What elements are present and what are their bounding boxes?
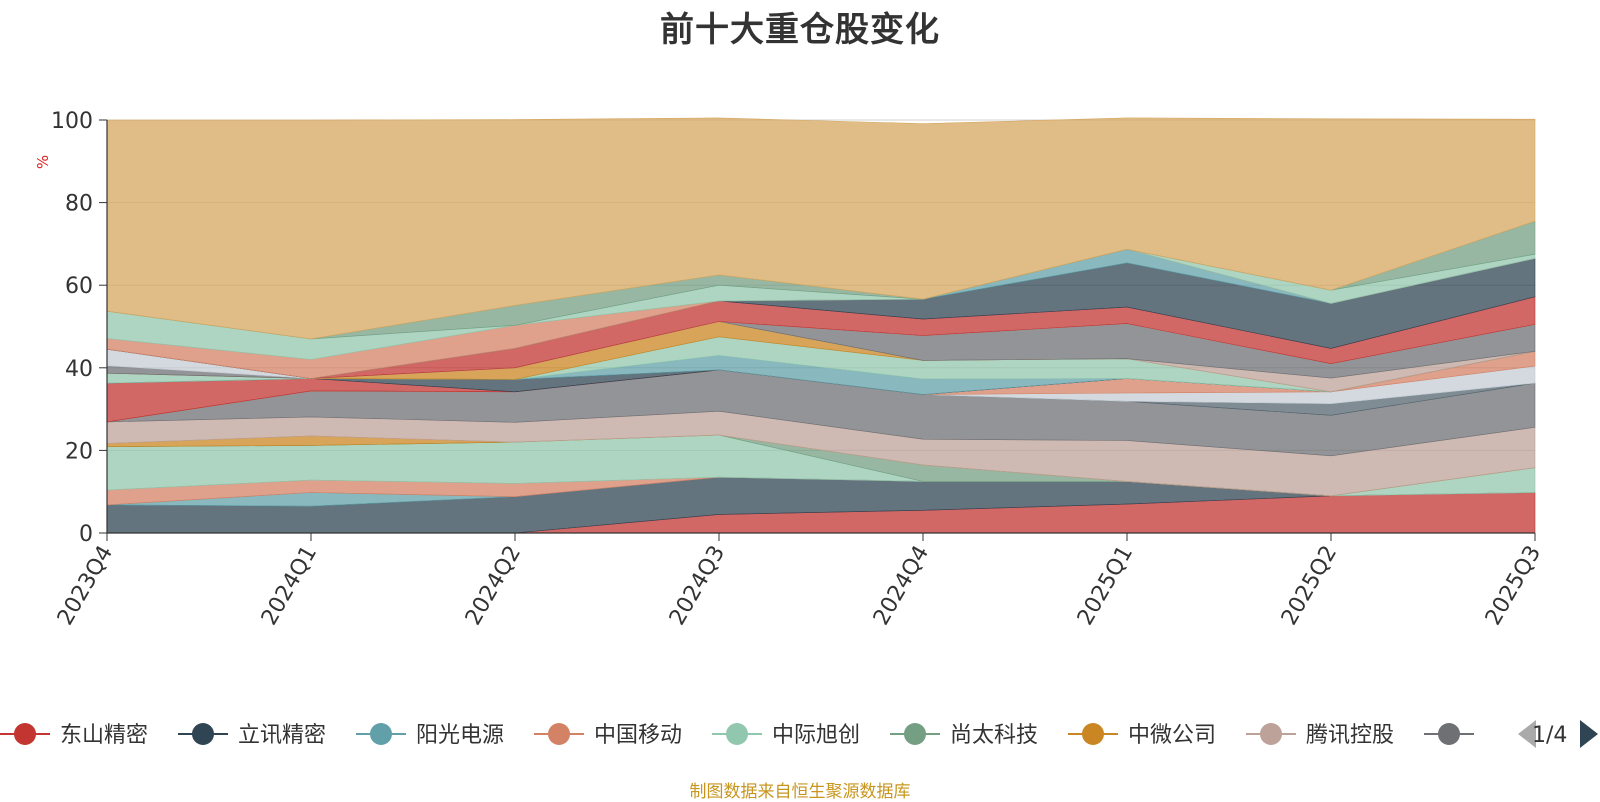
legend-circle-icon: [1438, 723, 1460, 745]
legend-circle-icon: [1260, 723, 1282, 745]
chart-title: 前十大重仓股变化: [660, 10, 940, 50]
legend-item[interactable]: 尚太科技: [890, 723, 1038, 748]
legend-circle-icon: [192, 723, 214, 745]
legend-label: 中微公司: [1128, 723, 1216, 748]
legend-circle-icon: [726, 723, 748, 745]
legend-item[interactable]: 腾讯控股: [1246, 723, 1394, 748]
legend: 东山精密 立讯精密 阳光电源 中国移动 中际旭创 尚太科技 中微公司 腾讯控股 小米集团-W1/…: [0, 720, 1600, 748]
legend-item[interactable]: 阳光电源: [356, 723, 504, 748]
legend-label: 尚太科技: [950, 723, 1038, 748]
legend-circle-icon: [14, 723, 36, 745]
y-tick-label: 0: [79, 522, 93, 547]
legend-item[interactable]: 立讯精密: [178, 723, 326, 748]
x-tick-label: 2024Q4: [869, 542, 934, 630]
area-其他: [106, 117, 1536, 340]
legend-item[interactable]: 中微公司: [1068, 723, 1216, 748]
legend-circle-icon: [904, 723, 926, 745]
legend-circle-icon: [1082, 723, 1104, 745]
legend-item[interactable]: 小米集团-W: [1424, 723, 1600, 748]
prev-page-icon[interactable]: [1518, 720, 1536, 748]
legend-label: 东山精密: [60, 723, 148, 748]
data-source-note: 制图数据来自恒生聚源数据库: [689, 782, 911, 802]
next-page-icon[interactable]: [1580, 720, 1598, 748]
y-tick-label: 80: [65, 192, 93, 217]
legend-page-indicator: 1/4: [1532, 723, 1567, 748]
y-tick-label: 20: [65, 439, 93, 464]
legend-label: 腾讯控股: [1306, 723, 1394, 748]
legend-item[interactable]: 东山精密: [0, 723, 148, 748]
x-tick-label: 2024Q1: [257, 542, 322, 630]
y-tick-label: 100: [51, 109, 93, 134]
legend-label: 中国移动: [594, 723, 682, 748]
x-tick-label: 2024Q3: [665, 542, 730, 630]
x-tick-label: 2023Q4: [53, 542, 118, 630]
x-tick-label: 2025Q1: [1073, 542, 1138, 630]
x-tick-label: 2025Q2: [1277, 542, 1342, 630]
legend-items: 东山精密 立讯精密 阳光电源 中国移动 中际旭创 尚太科技 中微公司 腾讯控股 小米集团-W: [0, 723, 1600, 748]
y-axis-label: %: [34, 155, 52, 169]
x-tick-label: 2024Q2: [461, 542, 526, 630]
legend-circle-icon: [370, 723, 392, 745]
legend-label: 中际旭创: [772, 723, 860, 748]
y-tick-label: 60: [65, 274, 93, 299]
legend-item[interactable]: 中国移动: [534, 723, 682, 748]
legend-label: 立讯精密: [238, 723, 326, 748]
legend-item[interactable]: 中际旭创: [712, 723, 860, 748]
y-tick-label: 40: [65, 357, 93, 382]
stacked-areas: [106, 117, 1536, 534]
legend-circle-icon: [548, 723, 570, 745]
legend-label: 阳光电源: [416, 723, 504, 748]
x-tick-label: 2025Q3: [1481, 542, 1546, 630]
